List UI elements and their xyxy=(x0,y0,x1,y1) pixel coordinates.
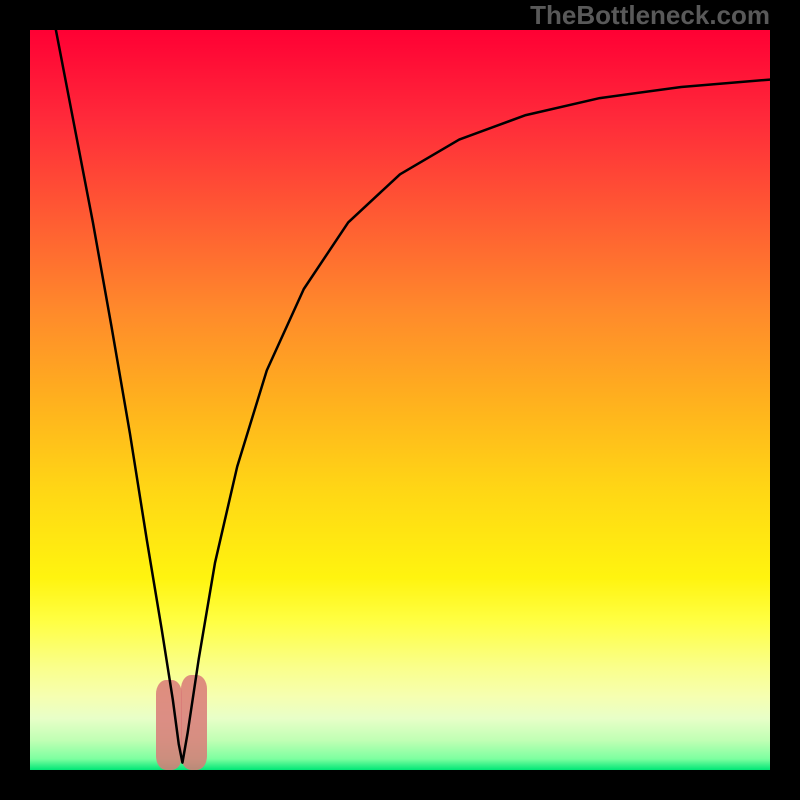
watermark-text: TheBottleneck.com xyxy=(530,0,770,31)
chart-frame: TheBottleneck.com xyxy=(0,0,800,800)
plot-area xyxy=(30,30,770,770)
background-gradient xyxy=(30,30,770,770)
